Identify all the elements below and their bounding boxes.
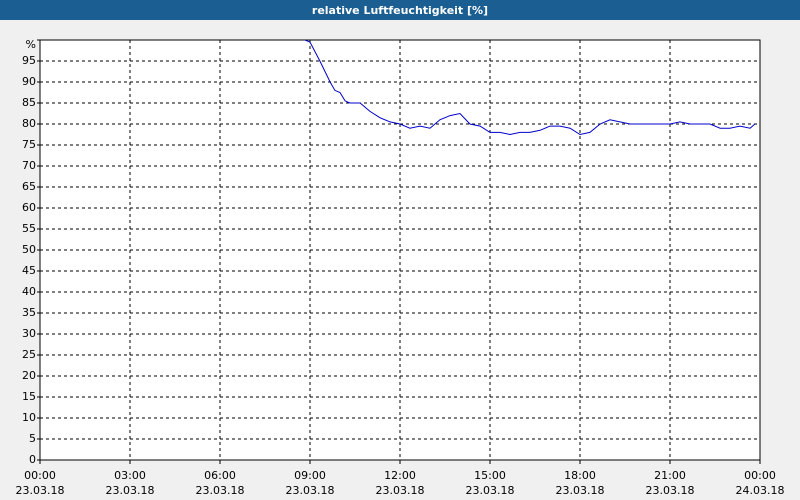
y-tick-label: %: [26, 38, 36, 51]
x-tick-label: 24.03.18: [736, 484, 785, 497]
x-tick-label: 23.03.18: [376, 484, 425, 497]
x-tick-label: 23.03.18: [16, 484, 65, 497]
y-tick-label: 85: [22, 96, 36, 109]
y-tick-label: 40: [22, 285, 36, 298]
x-tick-label: 03:00: [114, 469, 146, 482]
x-tick-label: 23.03.18: [466, 484, 515, 497]
x-tick-label: 12:00: [384, 469, 416, 482]
y-tick-label: 20: [22, 369, 36, 382]
x-tick-label: 23.03.18: [646, 484, 695, 497]
y-tick-label: 5: [29, 432, 36, 445]
title-bar: [0, 0, 800, 20]
data-line: [304, 40, 756, 136]
x-tick-label: 09:00: [294, 469, 326, 482]
x-tick-label: 21:00: [654, 469, 686, 482]
y-tick-label: 50: [22, 243, 36, 256]
x-tick-label: 00:00: [744, 469, 776, 482]
y-tick-label: 30: [22, 327, 36, 340]
x-tick-label: 23.03.18: [196, 484, 245, 497]
y-tick-label: 70: [22, 159, 36, 172]
y-tick-label: 10: [22, 411, 36, 424]
y-tick-label: 60: [22, 201, 36, 214]
x-tick-label: 18:00: [564, 469, 596, 482]
x-tick-label: 15:00: [474, 469, 506, 482]
y-tick-label: 80: [22, 117, 36, 130]
y-tick-label: 45: [22, 264, 36, 277]
y-tick-label: 55: [22, 222, 36, 235]
y-tick-label: 90: [22, 75, 36, 88]
y-tick-label: 0: [29, 453, 36, 466]
y-tick-label: 25: [22, 348, 36, 361]
x-tick-label: 23.03.18: [286, 484, 335, 497]
y-tick-label: 95: [22, 54, 36, 67]
x-tick-label: 23.03.18: [556, 484, 605, 497]
y-tick-label: 75: [22, 138, 36, 151]
x-tick-label: 23.03.18: [106, 484, 155, 497]
y-tick-label: 35: [22, 306, 36, 319]
x-tick-label: 00:00: [24, 469, 56, 482]
y-tick-label: 65: [22, 180, 36, 193]
chart-title: relative Luftfeuchtigkeit [%]: [312, 4, 488, 17]
x-tick-label: 06:00: [204, 469, 236, 482]
y-tick-label: 15: [22, 390, 36, 403]
